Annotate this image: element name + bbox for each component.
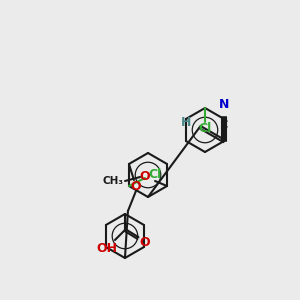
Text: Cl: Cl: [148, 167, 162, 181]
Text: OH: OH: [96, 242, 117, 254]
Text: Cl: Cl: [198, 122, 212, 134]
Text: O: O: [130, 181, 141, 194]
Text: N: N: [219, 98, 229, 112]
Text: C: C: [220, 120, 228, 130]
Text: H: H: [181, 116, 191, 130]
Text: O: O: [140, 236, 150, 248]
Text: O: O: [140, 170, 150, 184]
Text: CH₃: CH₃: [103, 176, 124, 186]
